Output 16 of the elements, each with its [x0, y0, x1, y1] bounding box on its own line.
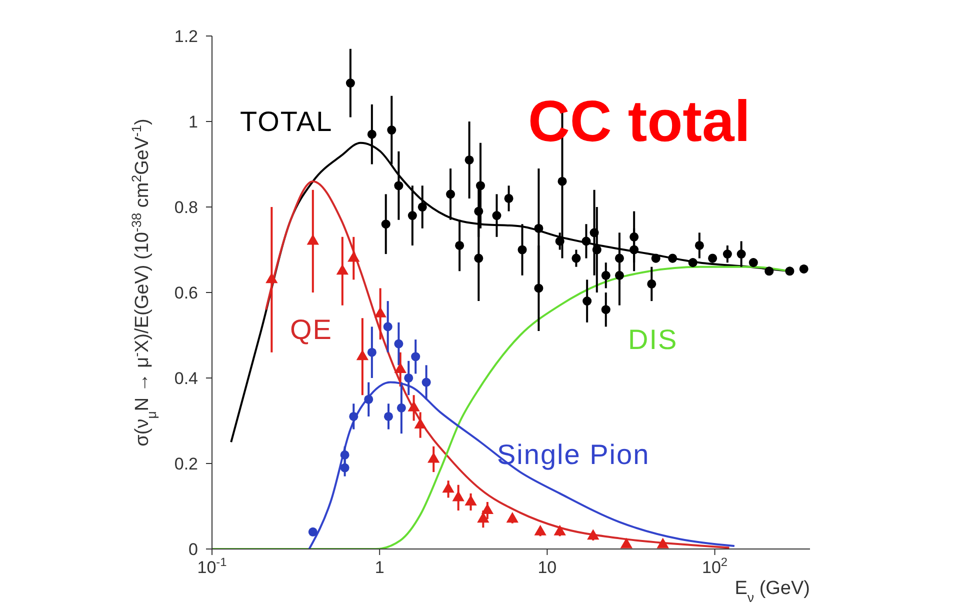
- x-tick-label: 10: [538, 558, 557, 577]
- y-tick-label: 0: [188, 540, 198, 559]
- y-tick-label: 0.4: [174, 369, 198, 388]
- y-tick-label: 0.2: [174, 454, 198, 474]
- y-tick-label: 0.6: [174, 284, 198, 302]
- series-label: QE: [290, 314, 332, 346]
- series-label: TOTAL: [240, 106, 333, 138]
- x-axis-title: E$_{ν}$ (GeV): [734, 578, 810, 604]
- x-tick-label: 1: [374, 558, 384, 577]
- series-label: DIS: [628, 324, 678, 356]
- y-tick-label: 1: [188, 112, 198, 132]
- y-tick-label: 0.8: [174, 198, 198, 217]
- y-tick-label: 1.2: [174, 27, 198, 46]
- series-label: Single Pion: [497, 439, 650, 471]
- x-tick-label: 10$^{-1}$: [197, 555, 228, 577]
- x-tick-label: 10$^{2}$: [702, 555, 728, 577]
